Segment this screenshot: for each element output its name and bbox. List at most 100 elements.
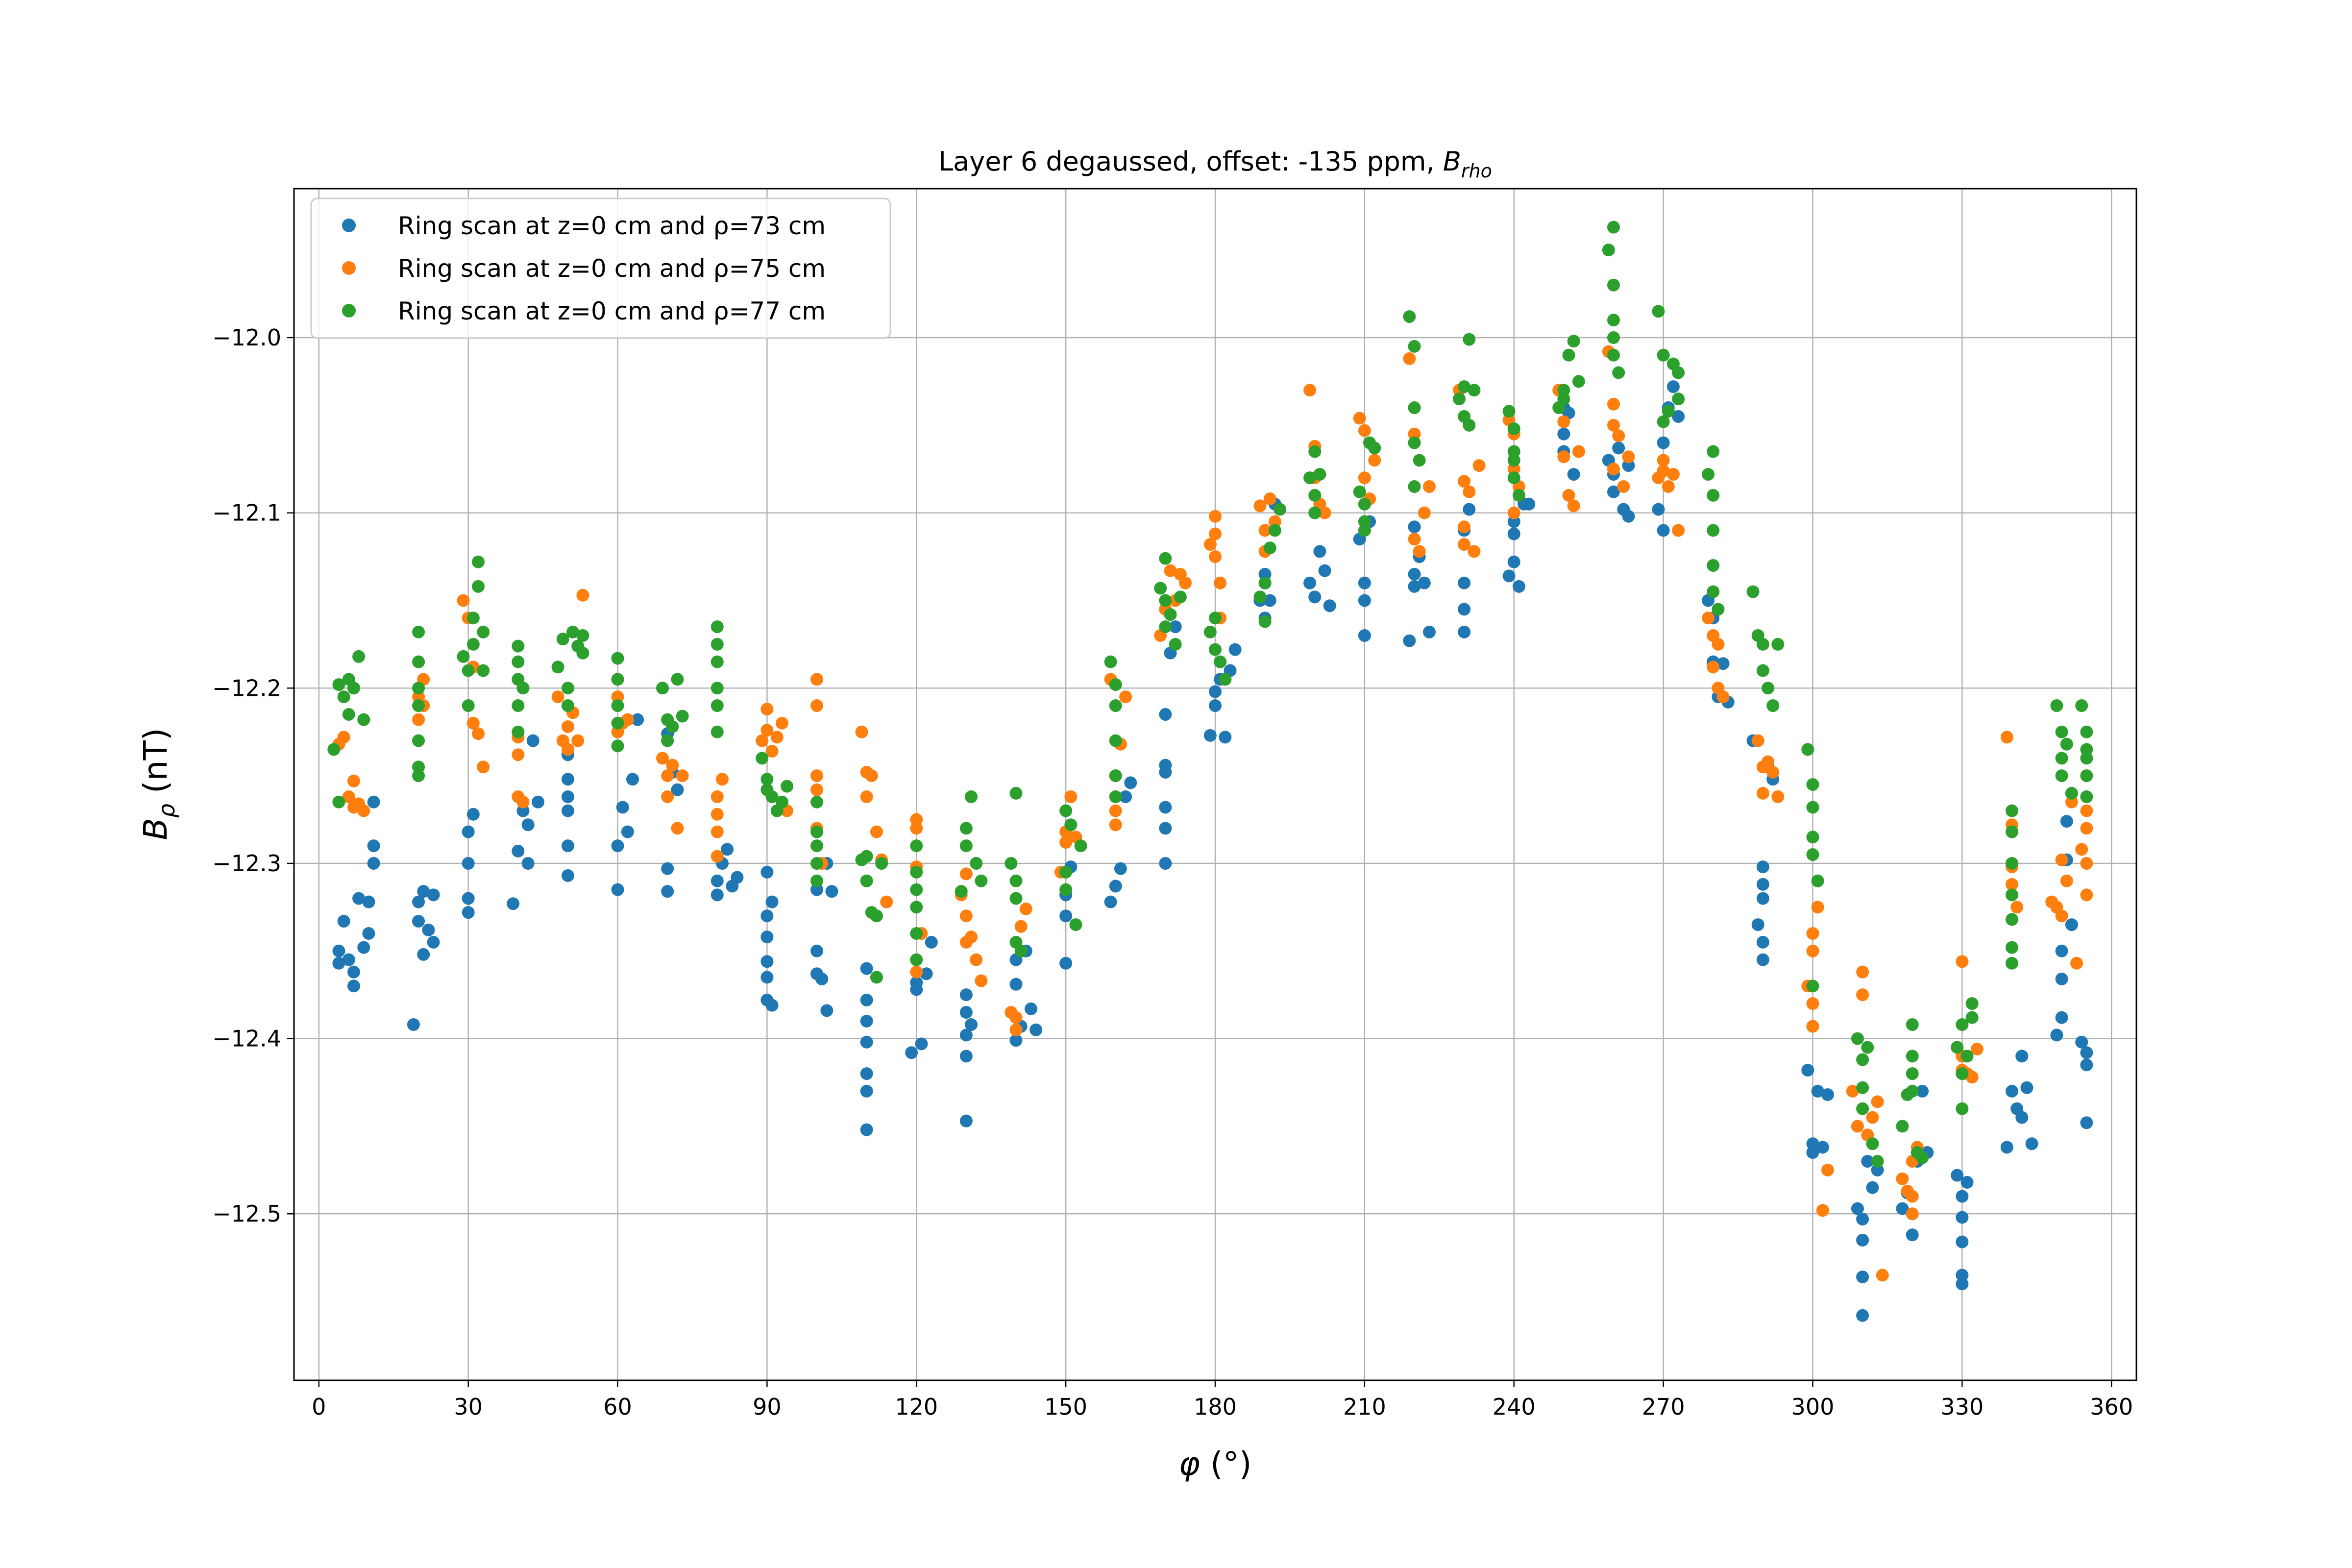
data-point [516, 682, 530, 695]
data-point [1856, 1053, 1869, 1066]
data-point [417, 885, 430, 898]
data-point [1308, 590, 1322, 604]
data-point [462, 906, 475, 919]
data-point [332, 678, 345, 691]
data-point [1413, 454, 1426, 467]
data-point [959, 1114, 973, 1127]
y-tick-label: −12.5 [212, 1200, 281, 1227]
data-point [472, 727, 485, 740]
data-point [825, 885, 838, 898]
data-point [1368, 454, 1381, 467]
data-point [561, 743, 574, 756]
data-point [710, 888, 724, 902]
data-point [1756, 878, 1769, 891]
data-point [1956, 955, 1969, 968]
x-tick-label: 180 [1194, 1394, 1237, 1420]
data-point [905, 1046, 918, 1059]
data-point [1104, 895, 1117, 908]
data-point [760, 909, 774, 923]
data-point [870, 909, 883, 923]
data-point [1408, 533, 1421, 546]
data-point [1159, 801, 1172, 814]
data-point [1557, 450, 1570, 464]
data-point [1507, 445, 1520, 458]
data-point [2055, 972, 2068, 985]
data-point [1203, 625, 1217, 638]
data-point [760, 773, 774, 786]
x-tick-label: 300 [1791, 1394, 1835, 1420]
data-point [1303, 471, 1317, 485]
data-point [2070, 956, 2083, 970]
data-point [576, 646, 589, 660]
data-point [710, 620, 724, 634]
data-point [1408, 401, 1421, 415]
data-point [1174, 590, 1187, 604]
data-point [1906, 1050, 1919, 1063]
x-tick-label: 330 [1940, 1394, 1984, 1420]
data-point [1009, 874, 1023, 887]
data-point [1458, 380, 1471, 393]
data-point [412, 914, 425, 928]
series-1 [332, 380, 2093, 1322]
data-point [2020, 1081, 2034, 1094]
data-point [965, 1018, 978, 1031]
data-point [1806, 927, 1819, 940]
data-point [1159, 857, 1172, 870]
data-point [611, 652, 624, 665]
y-axis-label-subscript: ρ [153, 804, 180, 818]
data-point [1025, 1002, 1037, 1015]
data-point [1507, 506, 1520, 519]
data-point [1956, 1269, 1969, 1282]
data-point [721, 843, 734, 856]
data-point [1756, 860, 1769, 874]
data-point [1009, 786, 1023, 800]
data-point [561, 790, 574, 804]
data-point [1263, 492, 1276, 506]
data-point [710, 637, 724, 651]
data-point [1567, 335, 1580, 348]
data-point [2055, 769, 2068, 783]
data-point [1458, 625, 1471, 638]
data-point [910, 965, 923, 979]
data-point [1572, 375, 1585, 388]
chart-title-prefix: Layer 6 degaussed, offset: -135 ppm, [938, 146, 1443, 177]
data-point [2060, 737, 2073, 751]
data-point [1756, 637, 1769, 651]
data-point [1816, 1141, 1829, 1154]
data-point [1851, 1202, 1864, 1215]
data-point [1403, 352, 1416, 365]
data-point [2005, 941, 2018, 954]
data-point [910, 839, 923, 853]
data-point [561, 804, 574, 817]
data-point [1811, 901, 1824, 914]
data-point [1059, 956, 1073, 970]
data-point [1906, 1207, 1919, 1221]
data-point [959, 1005, 973, 1019]
data-point [765, 790, 779, 804]
data-point [2080, 1046, 2093, 1059]
data-point [760, 703, 774, 716]
data-point [1422, 625, 1436, 638]
data-point [2015, 1111, 2029, 1124]
data-point [1253, 499, 1267, 513]
data-point [1672, 524, 1685, 537]
data-point [875, 857, 888, 870]
data-point [870, 971, 883, 984]
data-point [1617, 480, 1630, 493]
data-point [367, 795, 380, 808]
data-point [1179, 576, 1192, 589]
data-point [2080, 1058, 2093, 1072]
data-point [810, 944, 824, 957]
data-point [1866, 1137, 1879, 1151]
data-point [1612, 441, 1625, 455]
y-tick-label: −12.2 [212, 675, 281, 701]
data-point [1806, 831, 1819, 844]
data-point [2005, 804, 2018, 817]
data-point [472, 555, 485, 568]
data-point [865, 769, 878, 783]
data-point [2005, 857, 2018, 870]
data-point [1806, 997, 1819, 1010]
y-axis-label-symbol: B [137, 818, 174, 840]
data-point [362, 895, 375, 908]
data-point [1672, 392, 1685, 406]
